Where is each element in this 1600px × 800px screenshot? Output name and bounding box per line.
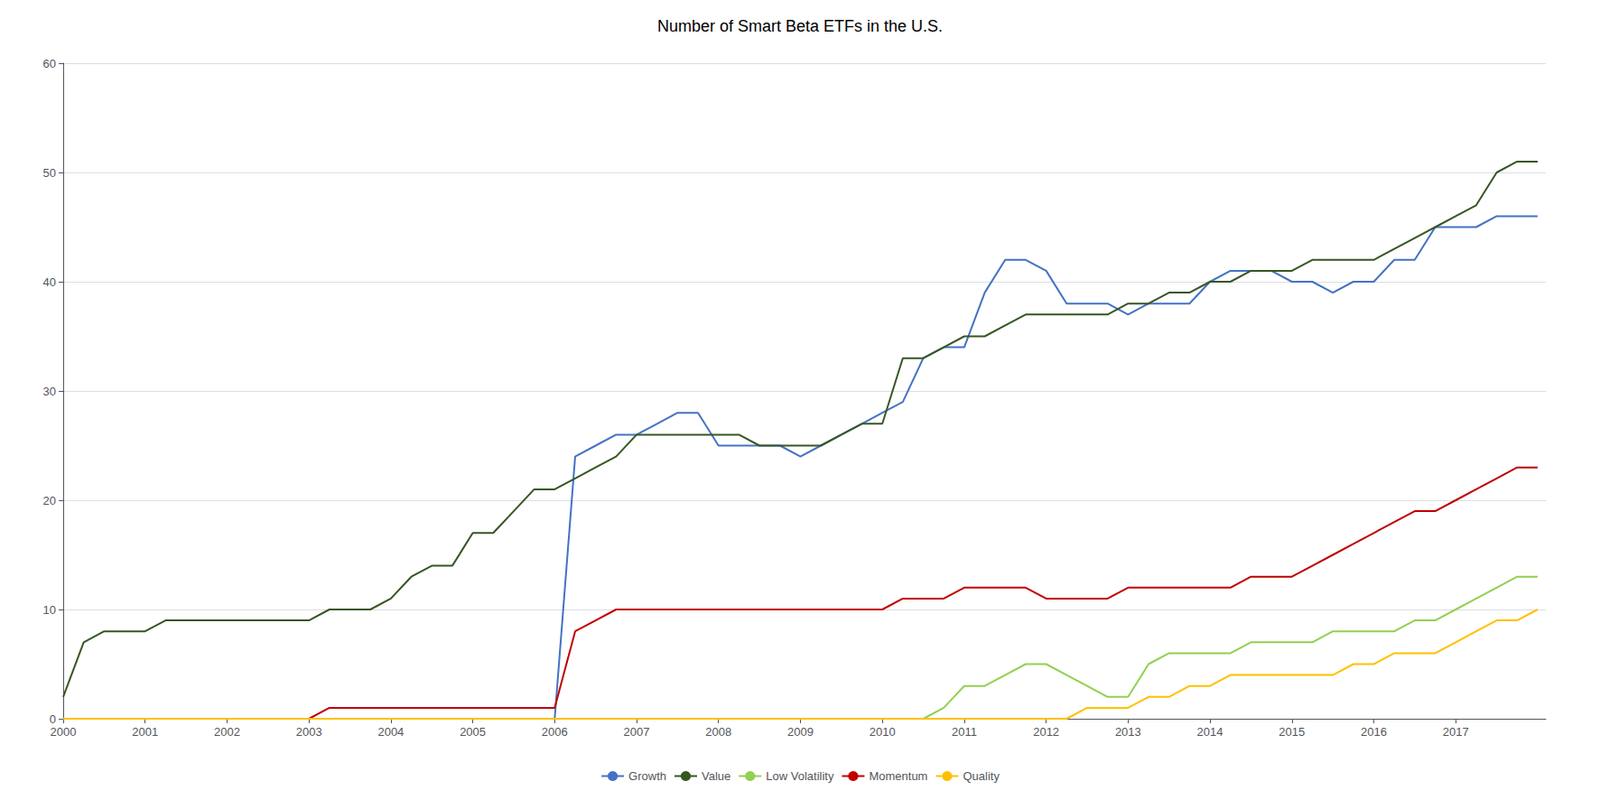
svg-text:Momentum: Momentum <box>868 769 928 783</box>
svg-text:2011: 2011 <box>951 725 977 739</box>
svg-text:2014: 2014 <box>1197 725 1224 739</box>
svg-text:10: 10 <box>43 603 56 617</box>
svg-text:30: 30 <box>43 384 56 399</box>
svg-text:2002: 2002 <box>213 725 241 739</box>
svg-text:2005: 2005 <box>459 725 486 739</box>
svg-text:2015: 2015 <box>1278 725 1305 739</box>
svg-text:2003: 2003 <box>296 725 323 739</box>
svg-text:2008: 2008 <box>705 725 732 739</box>
svg-text:2000: 2000 <box>50 725 77 739</box>
svg-text:2013: 2013 <box>1115 725 1142 739</box>
svg-text:Value: Value <box>701 769 731 783</box>
svg-text:20: 20 <box>43 493 56 508</box>
svg-text:0: 0 <box>49 712 56 726</box>
svg-text:2004: 2004 <box>377 725 404 739</box>
svg-text:2006: 2006 <box>541 725 568 739</box>
svg-text:50: 50 <box>43 166 56 180</box>
svg-text:Quality: Quality <box>962 769 1000 783</box>
svg-text:2007: 2007 <box>623 725 651 739</box>
svg-text:2017: 2017 <box>1442 725 1470 739</box>
svg-text:Low Volatility: Low Volatility <box>765 769 835 783</box>
svg-text:2009: 2009 <box>787 725 814 739</box>
svg-text:40: 40 <box>43 275 56 289</box>
svg-text:2016: 2016 <box>1360 725 1387 739</box>
svg-text:2010: 2010 <box>869 725 896 739</box>
svg-text:2012: 2012 <box>1032 725 1060 739</box>
svg-text:Number of Smart Beta ETFs in t: Number of Smart Beta ETFs in the U.S. <box>657 17 943 36</box>
svg-text:60: 60 <box>43 56 56 71</box>
svg-text:Growth: Growth <box>628 769 667 783</box>
svg-text:2001: 2001 <box>131 725 159 739</box>
